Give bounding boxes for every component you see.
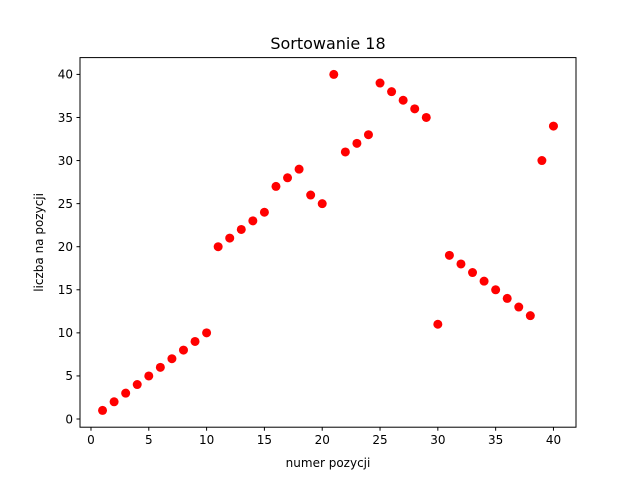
data-point bbox=[468, 268, 478, 278]
data-point bbox=[421, 112, 431, 122]
x-axis-label: numer pozycji bbox=[286, 456, 371, 470]
y-tick-label: 35 bbox=[58, 111, 73, 125]
y-axis: 0 5 10 15 20 25 30 35 40 bbox=[58, 68, 80, 426]
y-tick-label: 20 bbox=[58, 240, 73, 254]
y-axis-label: liczba na pozycji bbox=[32, 193, 46, 292]
data-point bbox=[548, 121, 558, 131]
data-point bbox=[155, 362, 165, 372]
y-tick-label: 40 bbox=[58, 68, 73, 82]
data-point bbox=[398, 95, 408, 105]
data-point bbox=[537, 156, 547, 166]
x-tick-label: 40 bbox=[546, 433, 561, 447]
x-tick-label: 15 bbox=[257, 433, 272, 447]
data-point bbox=[271, 181, 281, 191]
data-point bbox=[144, 371, 154, 381]
data-point bbox=[248, 216, 258, 226]
data-point bbox=[109, 397, 119, 407]
y-tick-label: 30 bbox=[58, 154, 73, 168]
data-point bbox=[236, 224, 246, 234]
y-tick-label: 0 bbox=[65, 412, 73, 426]
data-point bbox=[491, 285, 501, 295]
y-tick-label: 5 bbox=[65, 369, 73, 383]
y-tick-label: 15 bbox=[58, 283, 73, 297]
x-tick-label: 5 bbox=[145, 433, 153, 447]
data-point bbox=[167, 354, 177, 364]
plot-area-frame bbox=[79, 57, 577, 428]
data-point bbox=[525, 311, 535, 321]
data-point bbox=[352, 138, 362, 148]
data-point bbox=[387, 87, 397, 97]
x-tick-label: 10 bbox=[199, 433, 214, 447]
data-point bbox=[225, 233, 235, 243]
data-point bbox=[444, 250, 454, 260]
data-point bbox=[456, 259, 466, 269]
x-axis: 0 5 10 15 20 25 30 35 40 bbox=[87, 427, 561, 447]
data-point bbox=[329, 69, 339, 79]
data-point bbox=[259, 207, 269, 217]
y-tick-label: 10 bbox=[58, 326, 73, 340]
data-point bbox=[363, 130, 373, 140]
data-point bbox=[202, 328, 212, 338]
x-tick-label: 0 bbox=[87, 433, 95, 447]
data-point bbox=[213, 242, 223, 252]
data-point bbox=[98, 405, 108, 415]
data-point bbox=[121, 388, 131, 398]
data-point bbox=[190, 336, 200, 346]
data-series bbox=[98, 69, 558, 415]
x-tick-label: 35 bbox=[488, 433, 503, 447]
data-point bbox=[132, 380, 142, 390]
data-point bbox=[479, 276, 489, 286]
data-point bbox=[178, 345, 188, 355]
data-point bbox=[514, 302, 524, 312]
data-point bbox=[294, 164, 304, 174]
data-point bbox=[340, 147, 350, 157]
x-tick-label: 20 bbox=[315, 433, 330, 447]
data-point bbox=[410, 104, 420, 114]
x-tick-label: 25 bbox=[372, 433, 387, 447]
data-point bbox=[433, 319, 443, 329]
x-tick-label: 30 bbox=[430, 433, 445, 447]
y-tick-label: 25 bbox=[58, 197, 73, 211]
data-point bbox=[283, 173, 293, 183]
data-point bbox=[502, 293, 512, 303]
data-point bbox=[375, 78, 385, 88]
data-point bbox=[317, 199, 327, 209]
data-point bbox=[306, 190, 316, 200]
chart-title: Sortowanie 18 bbox=[270, 34, 385, 53]
